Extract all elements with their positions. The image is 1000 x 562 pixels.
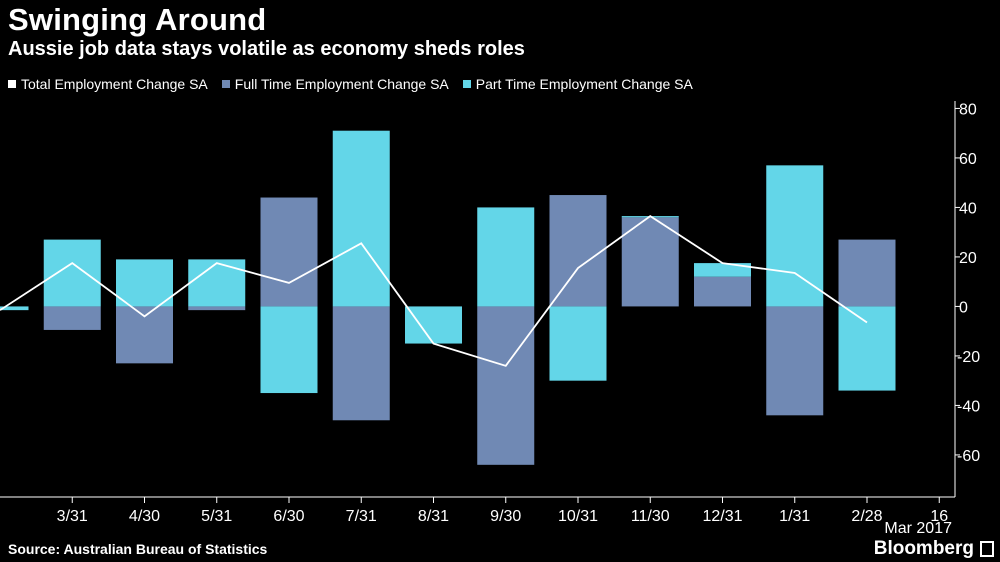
x-tick-label-12: 16 bbox=[930, 508, 948, 525]
y-tick-label-20: 20 bbox=[959, 250, 977, 267]
x-tick-label-1: 4/30 bbox=[129, 508, 160, 525]
chart-title: Swinging Around bbox=[8, 2, 267, 37]
bar-part-time-7 bbox=[477, 207, 535, 307]
y-tick-label--40: -40 bbox=[957, 398, 980, 415]
bar-part-time-5 bbox=[332, 130, 390, 307]
source-note: Source: Australian Bureau of Statistics bbox=[8, 541, 268, 557]
bar-full-time-7 bbox=[477, 306, 535, 465]
legend-label-full-time: Full Time Employment Change SA bbox=[234, 76, 449, 92]
bar-full-time-5 bbox=[332, 306, 390, 421]
y-tick-label-0: 0 bbox=[959, 299, 968, 316]
x-tick-label-10: 1/31 bbox=[779, 508, 810, 525]
bar-part-time-12 bbox=[838, 306, 896, 391]
legend-label-part-time: Part Time Employment Change SA bbox=[475, 76, 693, 92]
x-axis-sublabel: Mar 2017 bbox=[884, 520, 952, 537]
bar-part-time-4 bbox=[260, 306, 318, 394]
legend-swatch-total bbox=[8, 80, 16, 88]
legend-item-total: Total Employment Change SA bbox=[8, 76, 208, 92]
bar-part-time-1 bbox=[43, 239, 101, 307]
bar-part-time-2 bbox=[116, 259, 173, 307]
legend-label-total: Total Employment Change SA bbox=[21, 76, 208, 92]
bar-full-time-2 bbox=[116, 306, 173, 364]
x-tick-label-2: 5/31 bbox=[201, 508, 232, 525]
bar-full-time-9 bbox=[621, 217, 679, 307]
bar-full-time-4 bbox=[260, 197, 318, 307]
brand-logo-text: Bloomberg bbox=[873, 538, 974, 559]
bar-full-time-10 bbox=[694, 276, 751, 307]
x-tick-label-9: 12/31 bbox=[702, 508, 742, 525]
x-tick-label-7: 10/31 bbox=[558, 508, 598, 525]
bar-full-time-12 bbox=[838, 239, 896, 307]
bar-part-time-8 bbox=[549, 306, 607, 381]
x-tick-label-6: 9/30 bbox=[490, 508, 521, 525]
legend-item-full-time: Full Time Employment Change SA bbox=[221, 76, 449, 92]
y-tick-label-80: 80 bbox=[959, 101, 977, 118]
x-tick-label-11: 2/28 bbox=[851, 508, 882, 525]
legend-swatch-full-time bbox=[221, 80, 230, 88]
legend-item-part-time: Part Time Employment Change SA bbox=[462, 76, 693, 92]
bar-part-time-10 bbox=[694, 263, 751, 277]
bar-full-time-8 bbox=[549, 195, 607, 307]
x-tick-label-8: 11/30 bbox=[631, 508, 670, 525]
y-tick-label-40: 40 bbox=[959, 200, 977, 217]
x-tick-label-3: 6/30 bbox=[273, 508, 304, 525]
bar-part-time-3 bbox=[188, 259, 246, 307]
bar-part-time-6 bbox=[405, 306, 462, 344]
chart-legend: Total Employment Change SA Full Time Emp… bbox=[8, 75, 707, 93]
x-tick-label-5: 8/31 bbox=[418, 508, 449, 525]
terminal-icon bbox=[980, 541, 994, 557]
line-total-employment bbox=[0, 214, 868, 367]
bar-part-time-11 bbox=[766, 165, 824, 307]
bar-full-time-11 bbox=[766, 306, 824, 416]
bar-full-time-1 bbox=[43, 306, 101, 330]
bar-full-time-3 bbox=[188, 306, 246, 311]
y-tick-label-60: 60 bbox=[959, 151, 977, 168]
x-tick-label-4: 7/31 bbox=[346, 508, 377, 525]
x-tick-label-0: 3/31 bbox=[57, 508, 88, 525]
y-tick-label--60: -60 bbox=[957, 448, 980, 465]
chart-subtitle: Aussie job data stays volatile as econom… bbox=[8, 38, 525, 60]
legend-swatch-part-time bbox=[462, 80, 471, 88]
y-tick-label--20: -20 bbox=[957, 349, 980, 366]
bar-part-time-0 bbox=[0, 306, 29, 311]
